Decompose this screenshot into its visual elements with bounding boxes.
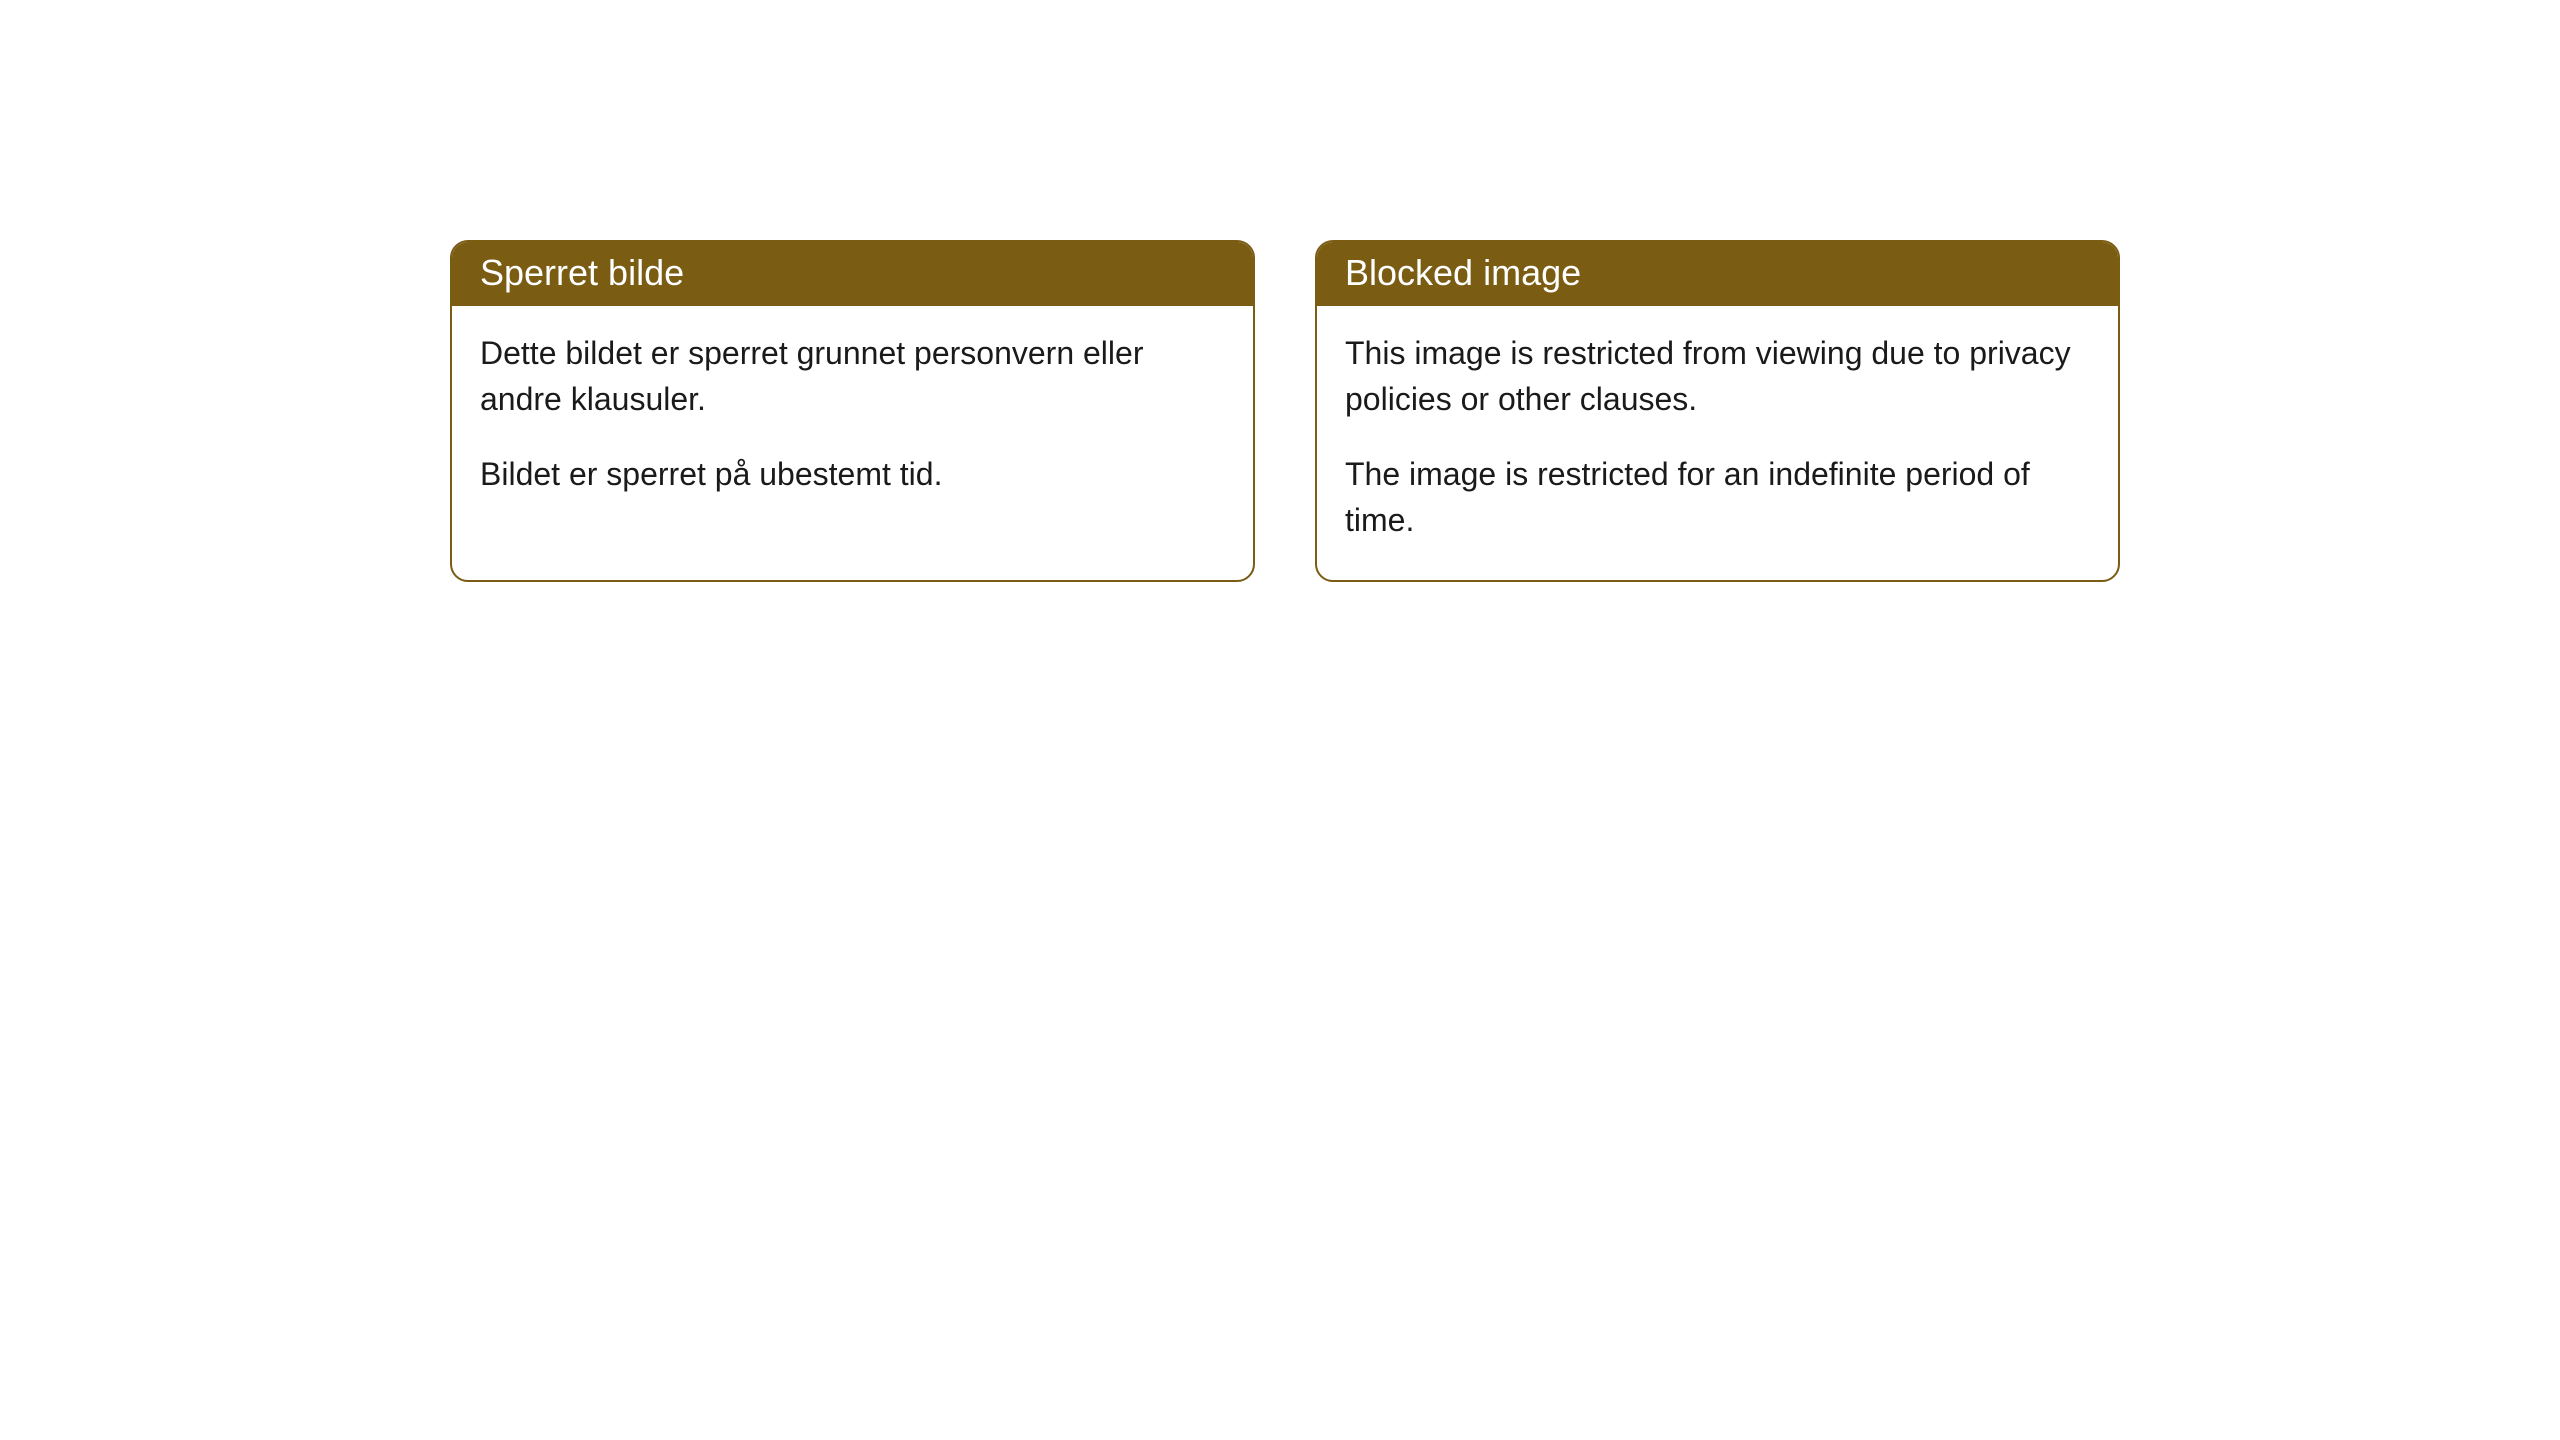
notice-card-norwegian: Sperret bilde Dette bildet er sperret gr… — [450, 240, 1255, 582]
card-paragraph: This image is restricted from viewing du… — [1345, 330, 2090, 423]
notice-card-english: Blocked image This image is restricted f… — [1315, 240, 2120, 582]
card-body: Dette bildet er sperret grunnet personve… — [452, 306, 1253, 533]
card-header: Blocked image — [1317, 242, 2118, 306]
notice-container: Sperret bilde Dette bildet er sperret gr… — [450, 240, 2120, 582]
card-paragraph: Bildet er sperret på ubestemt tid. — [480, 451, 1225, 497]
card-body: This image is restricted from viewing du… — [1317, 306, 2118, 580]
card-paragraph: Dette bildet er sperret grunnet personve… — [480, 330, 1225, 423]
card-title: Sperret bilde — [480, 252, 684, 293]
card-header: Sperret bilde — [452, 242, 1253, 306]
card-paragraph: The image is restricted for an indefinit… — [1345, 451, 2090, 544]
card-title: Blocked image — [1345, 252, 1581, 293]
